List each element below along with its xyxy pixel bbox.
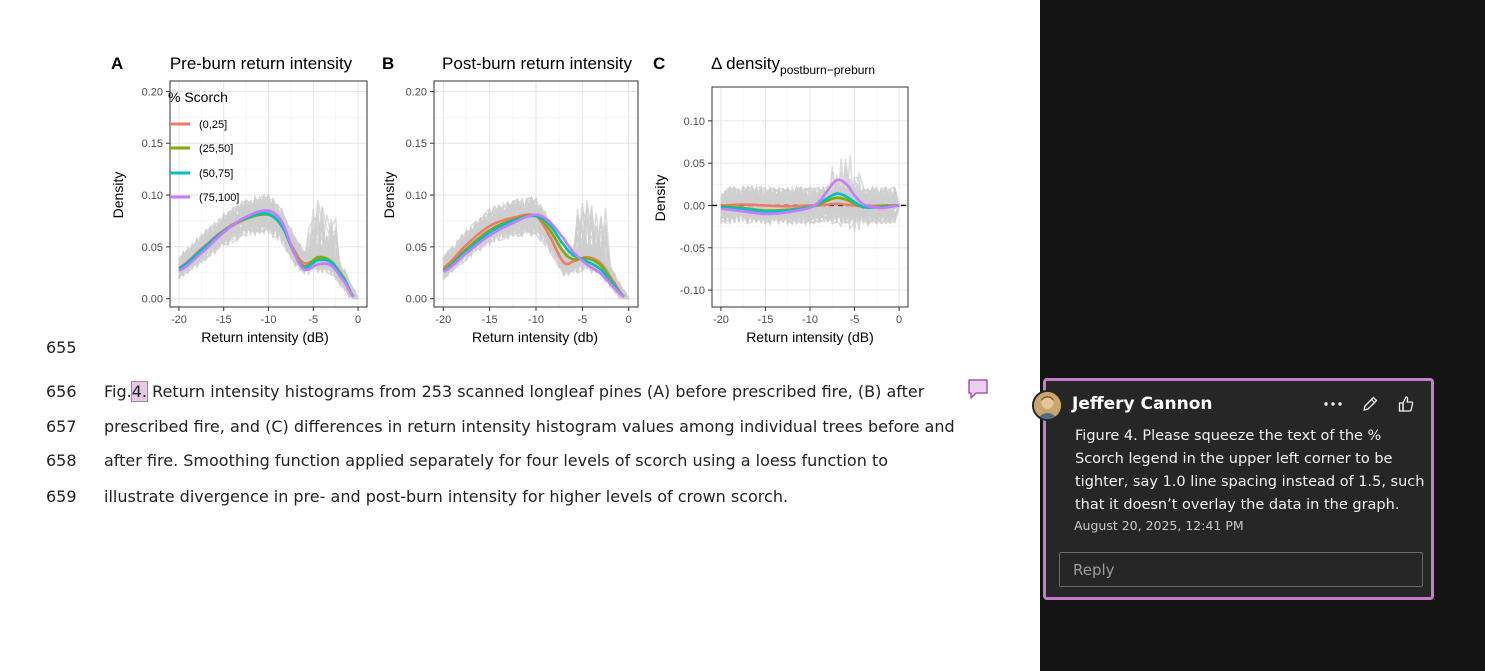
series-75-100-line bbox=[720, 178, 900, 216]
x-tick-label: -10 bbox=[261, 314, 277, 326]
line-number: 657 bbox=[46, 417, 77, 436]
y-tick-label: 0.15 bbox=[142, 138, 163, 150]
x-tick-label: -10 bbox=[802, 314, 818, 326]
comment-timestamp: August 20, 2025, 12:41 PM bbox=[1074, 518, 1244, 533]
y-tick-label: 0.10 bbox=[142, 190, 163, 202]
commented-text-highlight[interactable]: 4. bbox=[130, 381, 149, 402]
comment-author: Jeffery Cannon bbox=[1072, 394, 1213, 414]
legend-label-75-100: (75,100] bbox=[199, 192, 239, 204]
series-75-100-line bbox=[178, 209, 355, 298]
x-tick-label: -15 bbox=[216, 314, 232, 326]
panel-c-ylabel: Density bbox=[652, 175, 668, 222]
caption-text: Return intensity histograms from 253 sca… bbox=[152, 382, 925, 401]
x-tick-label: -20 bbox=[713, 314, 729, 326]
panel-a: A Pre-burn return intensity Return inten… bbox=[110, 54, 368, 345]
comment-body: Figure 4. Please squeeze the text of the… bbox=[1075, 428, 1425, 513]
y-tick-label: 0.15 bbox=[406, 138, 427, 150]
panel-a-title: Pre-burn return intensity bbox=[170, 54, 353, 73]
x-tick-label: 0 bbox=[896, 314, 902, 326]
x-tick-label: -5 bbox=[850, 314, 860, 326]
plot-area bbox=[169, 80, 368, 308]
caption-line-1: Fig.4. Return intensity histograms from … bbox=[104, 381, 925, 402]
legend-label-25-50: (25,50] bbox=[199, 143, 233, 155]
avatar bbox=[1032, 390, 1063, 421]
caption-line-4: illustrate divergence in pre- and post-b… bbox=[104, 487, 789, 506]
x-tick-label: -5 bbox=[308, 314, 318, 326]
comment-card[interactable]: Jeffery Cannon Figure 4. Please squeeze … bbox=[1043, 378, 1434, 600]
y-tick-label: 0.00 bbox=[684, 200, 705, 212]
plot-area bbox=[711, 86, 909, 308]
panel-a-legend: % Scorch (0,25] (25,50] (50,75] (75,100] bbox=[168, 89, 239, 204]
y-tick-label: 0.20 bbox=[406, 86, 427, 98]
panel-b: B Post-burn return intensity Return inte… bbox=[381, 54, 639, 345]
y-tick-label: 0.05 bbox=[684, 158, 705, 170]
line-number: 659 bbox=[46, 487, 77, 506]
line-number: 656 bbox=[46, 382, 77, 401]
x-tick-label: -10 bbox=[528, 314, 544, 326]
legend-label-50-75: (50,75] bbox=[199, 168, 233, 180]
figure-4-svg: A Pre-burn return intensity Return inten… bbox=[110, 54, 909, 345]
y-tick-label: 0.10 bbox=[684, 116, 705, 128]
panel-b-ylabel: Density bbox=[381, 172, 397, 219]
panel-b-xlabel: Return intensity (db) bbox=[472, 329, 598, 345]
y-tick-label: -0.05 bbox=[680, 243, 705, 255]
reply-input[interactable] bbox=[1059, 552, 1423, 587]
caption-prefix: Fig. bbox=[104, 382, 132, 401]
panel-c-title-main: Δ density bbox=[711, 54, 781, 73]
panel-b-letter: B bbox=[382, 54, 394, 73]
legend-title: % Scorch bbox=[168, 89, 228, 105]
caption-line-2: prescribed fire, and (C) differences in … bbox=[104, 417, 955, 436]
document-page: A Pre-burn return intensity Return inten… bbox=[46, 45, 989, 506]
series-75-100-line bbox=[442, 213, 625, 298]
y-tick-label: 0.00 bbox=[142, 294, 163, 306]
caption-line-3: after fire. Smoothing function applied s… bbox=[104, 451, 888, 470]
y-tick-label: 0.20 bbox=[142, 86, 163, 98]
y-tick-label: 0.05 bbox=[142, 242, 163, 254]
panel-b-title: Post-burn return intensity bbox=[442, 54, 632, 73]
x-tick-label: -15 bbox=[482, 314, 498, 326]
x-tick-label: -15 bbox=[758, 314, 774, 326]
x-tick-label: -20 bbox=[435, 314, 451, 326]
panel-a-xlabel: Return intensity (dB) bbox=[201, 329, 329, 345]
panel-c: C Δ densitypostburn−preburn Return inten… bbox=[652, 54, 909, 345]
tree-curve bbox=[720, 184, 900, 227]
line-number: 658 bbox=[46, 451, 77, 470]
line-number: 655 bbox=[46, 338, 77, 357]
comment-marker-icon[interactable] bbox=[967, 378, 989, 400]
y-tick-label: 0.05 bbox=[406, 242, 427, 254]
y-tick-label: -0.10 bbox=[680, 285, 705, 297]
panel-c-xlabel: Return intensity (dB) bbox=[746, 329, 874, 345]
y-tick-label: 0.10 bbox=[406, 190, 427, 202]
panel-a-ylabel: Density bbox=[110, 172, 126, 219]
panel-a-letter: A bbox=[111, 54, 123, 73]
x-tick-label: 0 bbox=[626, 314, 632, 326]
edit-icon[interactable] bbox=[1359, 393, 1381, 415]
panel-c-letter: C bbox=[653, 54, 665, 73]
x-tick-label: -5 bbox=[577, 314, 587, 326]
more-options-icon[interactable] bbox=[1322, 393, 1344, 415]
like-icon[interactable] bbox=[1395, 393, 1417, 415]
panel-c-title-sub: postburn−preburn bbox=[780, 63, 875, 77]
plot-area bbox=[433, 80, 639, 308]
panel-c-title: Δ densitypostburn−preburn bbox=[711, 54, 875, 77]
figure-4: A Pre-burn return intensity Return inten… bbox=[100, 45, 920, 350]
y-tick-label: 0.00 bbox=[406, 294, 427, 306]
tree-curve bbox=[720, 186, 900, 225]
x-tick-label: 0 bbox=[355, 314, 361, 326]
legend-label-0-25: (0,25] bbox=[199, 119, 227, 131]
series-50-75-line bbox=[178, 212, 355, 298]
x-tick-label: -20 bbox=[171, 314, 187, 326]
